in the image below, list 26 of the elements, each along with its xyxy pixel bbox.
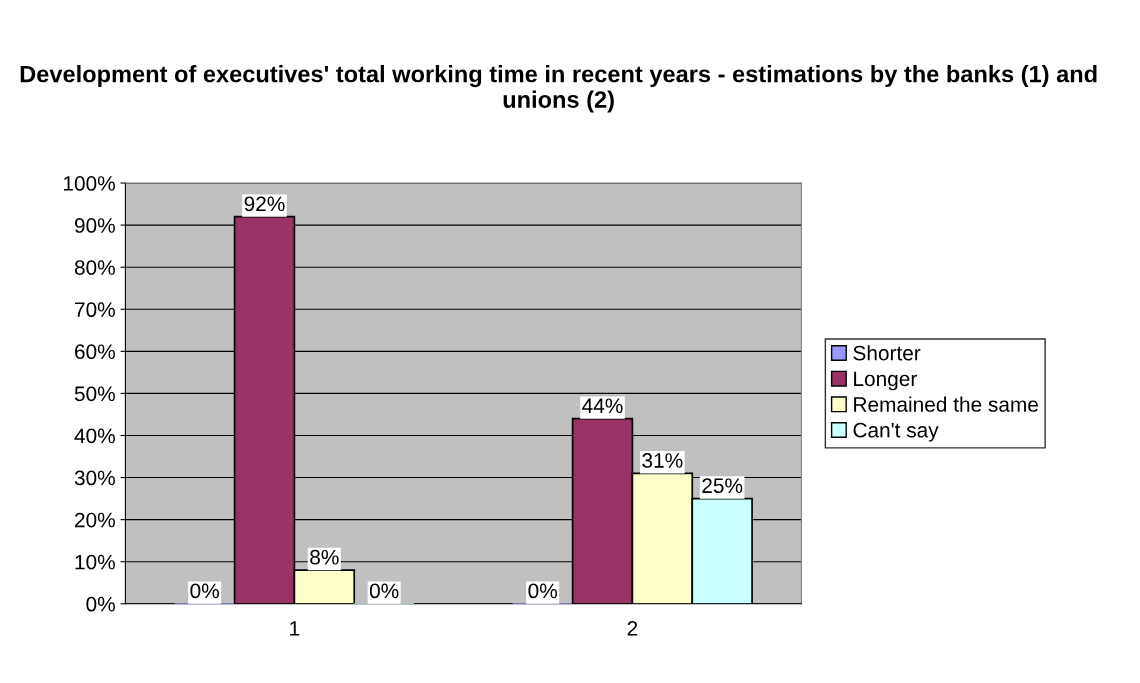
- legend-label: Remained the same: [854, 396, 1038, 412]
- data-label: 0%: [190, 583, 219, 599]
- data-label: 0%: [369, 583, 399, 599]
- y-tick-label: 40%: [74, 428, 115, 444]
- y-tick-label: 10%: [75, 554, 115, 570]
- legend-label: Can't say: [853, 422, 939, 442]
- y-tick-label: 30%: [74, 470, 115, 486]
- data-label: 8%: [310, 549, 339, 565]
- data-label: 25%: [702, 478, 743, 494]
- y-tick-label: 70%: [75, 302, 115, 318]
- x-tick-label: 2: [627, 620, 638, 636]
- data-label: 31%: [642, 453, 683, 468]
- legend-label: Longer: [854, 371, 917, 391]
- y-tick-label: 60%: [75, 344, 115, 360]
- y-tick-label: 80%: [74, 260, 115, 275]
- chart-title: Development of executives' total working time in recent years - estimations by the banks (1) and unions (2): [20, 65, 1097, 113]
- data-label: 92%: [244, 196, 285, 212]
- x-tick-label: 1: [290, 621, 300, 636]
- legend-label: Shorter: [853, 345, 921, 361]
- data-label: 0%: [528, 583, 557, 599]
- y-tick-label: 100%: [63, 176, 115, 191]
- y-tick-label: 0%: [86, 596, 115, 612]
- y-tick-label: 90%: [74, 218, 115, 233]
- y-tick-label: 20%: [75, 512, 115, 528]
- data-label: 44%: [582, 398, 623, 414]
- y-tick-label: 50%: [74, 386, 115, 402]
